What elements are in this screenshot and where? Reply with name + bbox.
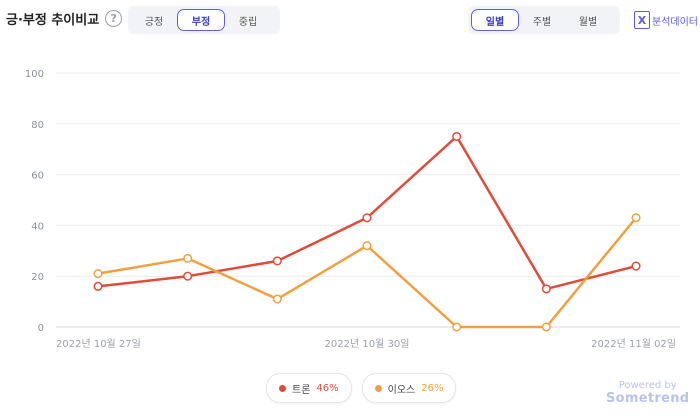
legend-percent: 46% — [316, 382, 339, 394]
y-tick-label: 20 — [31, 272, 44, 283]
legend-percent: 26% — [421, 382, 444, 394]
y-tick-label: 60 — [31, 171, 44, 182]
legend-item-eos[interactable]: 이오스 26% — [361, 373, 457, 403]
chart-legend: 트론 46% 이오스 26% — [266, 373, 457, 403]
chart-series — [93, 131, 641, 332]
series-line-0 — [97, 135, 637, 291]
x-tick-label: 2022년 10월 30일 — [325, 338, 410, 350]
y-axis-ticks: 0 20 40 60 80 100 — [25, 69, 44, 334]
x-tick-label: 2022년 11월 02일 — [591, 338, 676, 350]
help-icon[interactable]: ? — [105, 10, 123, 27]
powered-by-text: Powered by — [618, 380, 677, 391]
tab-positive[interactable]: 긍정 — [144, 16, 164, 28]
tab-monthly[interactable]: 월별 — [578, 16, 598, 28]
tab-negative[interactable]: 부정 — [177, 9, 225, 31]
tab-weekly[interactable]: 주별 — [532, 16, 552, 28]
tab-daily[interactable]: 일별 — [471, 9, 519, 31]
tab-neutral[interactable]: 중립 — [238, 16, 258, 28]
export-data-label: 분석데이터 — [652, 16, 698, 28]
period-toggle: 일별 주별 월별 — [468, 6, 620, 34]
legend-label: 이오스 — [387, 384, 416, 396]
export-data-button[interactable]: X 분석데이터 — [634, 11, 698, 29]
x-axis-ticks: 2022년 10월 27일 2022년 10월 30일 2022년 11월 02일 — [56, 338, 676, 350]
data-point-1 — [452, 322, 462, 332]
excel-icon: X — [634, 11, 650, 29]
legend-marker-tron — [279, 384, 286, 392]
y-tick-label: 40 — [31, 221, 44, 232]
legend-label: 트론 — [292, 384, 311, 396]
data-point-0 — [452, 131, 462, 142]
x-tick-label: 2022년 10월 27일 — [56, 338, 141, 350]
y-tick-label: 100 — [25, 69, 44, 80]
data-point-0 — [362, 213, 372, 223]
brand-name: Sometrend — [606, 391, 690, 406]
y-tick-label: 80 — [31, 120, 44, 131]
series-line-1 — [97, 216, 637, 329]
chart-title-block: 긍·부정 추이비교 ? — [6, 9, 123, 28]
data-point-1 — [183, 253, 193, 263]
y-tick-label: 0 — [38, 323, 44, 334]
branding-logo: Powered by Sometrend — [606, 380, 689, 406]
data-point-0 — [541, 284, 551, 294]
data-point-0 — [93, 281, 103, 291]
data-point-1 — [272, 294, 282, 304]
chart-grid — [56, 72, 680, 328]
sentiment-toggle: 긍정 부정 중립 — [128, 6, 280, 34]
data-point-1 — [362, 241, 372, 251]
data-point-1 — [93, 269, 103, 279]
data-point-0 — [272, 256, 282, 266]
data-point-1 — [541, 322, 551, 332]
data-point-0 — [631, 261, 641, 271]
page-title: 긍·부정 추이비교 — [6, 13, 100, 28]
data-point-0 — [183, 271, 193, 281]
data-point-1 — [631, 213, 641, 223]
legend-item-tron[interactable]: 트론 46% — [266, 373, 352, 403]
legend-marker-eos — [374, 384, 382, 392]
